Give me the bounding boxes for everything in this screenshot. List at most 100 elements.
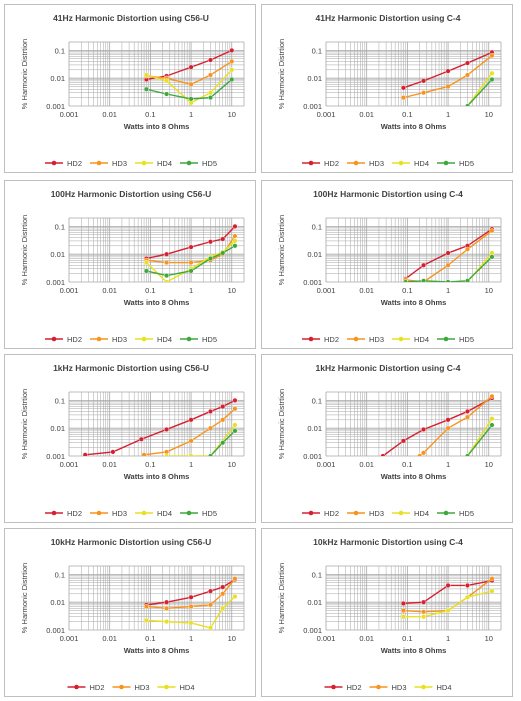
data-point-hd4 [445, 608, 451, 614]
legend-swatch-marker [308, 510, 314, 516]
series-group [400, 49, 495, 106]
x-tick-label: 1 [446, 460, 450, 469]
chart-panel: 10kHz Harmonic Distortion using C-4 0.001… [261, 528, 513, 697]
legend-swatch-marker [51, 160, 57, 166]
data-point-hd2 [207, 408, 213, 414]
data-point-hd3 [445, 262, 451, 268]
x-tick-label: 10 [228, 634, 236, 643]
chart-title: 1kHz Harmonic Distortion using C56-U [53, 363, 209, 373]
data-point-hd3 [489, 53, 495, 59]
data-point-hd2 [229, 47, 235, 53]
grid-lines [325, 217, 502, 283]
legend-swatch-marker [186, 510, 192, 516]
legend-swatch-marker [141, 336, 147, 342]
x-tick-label: 1 [189, 634, 193, 643]
data-point-hd4 [464, 594, 470, 600]
x-tick-label: 1 [189, 286, 193, 295]
legend-item-hd2: HD2 [302, 335, 339, 344]
y-axis-label: % Harmonic Distrtion [20, 39, 29, 109]
grid-lines [68, 391, 245, 457]
legend-item-hd3: HD3 [347, 509, 384, 518]
legend-item-hd5: HD5 [180, 159, 217, 168]
y-axis-label: % Harmonic Distrtion [277, 563, 286, 633]
y-tick-label: 0.01 [307, 424, 322, 433]
data-point-hd2 [110, 449, 116, 455]
data-point-hd5 [464, 278, 470, 282]
data-point-hd4 [229, 67, 235, 73]
legend-swatch-marker [96, 510, 102, 516]
legend-item-hd3: HD3 [347, 159, 384, 168]
legend-label: HD3 [135, 683, 150, 692]
y-tick-label: 0.1 [55, 570, 65, 579]
data-point-hd3 [232, 406, 238, 412]
y-tick-label: 0.01 [50, 598, 65, 607]
y-tick-label: 0.1 [312, 46, 322, 55]
legend-item-hd4: HD4 [392, 509, 429, 518]
data-point-hd2 [400, 85, 406, 91]
data-point-hd2 [421, 426, 427, 432]
chart-title: 41Hz Harmonic Distortion using C-4 [316, 13, 461, 23]
legend-label: HD3 [112, 509, 127, 518]
data-point-hd3 [445, 84, 451, 90]
chart-svg: 10kHz Harmonic Distortion using C56-U 0.0… [20, 537, 245, 692]
y-tick-label: 0.1 [55, 46, 65, 55]
x-tick-label: 0.1 [145, 286, 155, 295]
x-tick-label: 0.1 [402, 110, 412, 119]
x-tick-label: 0.001 [317, 460, 336, 469]
legend-label: HD3 [369, 159, 384, 168]
y-tick-label: 0.1 [55, 396, 65, 405]
chart-title: 1kHz Harmonic Distortion using C-4 [316, 363, 461, 373]
x-axis-label: Watts into 8 Ohms [381, 472, 447, 481]
series-line-hd2 [382, 397, 493, 456]
legend-label: HD2 [67, 335, 82, 344]
legend-item-hd5: HD5 [180, 509, 217, 518]
data-point-hd3 [207, 425, 213, 431]
y-tick-label: 0.1 [312, 222, 322, 231]
x-tick-label: 10 [228, 460, 236, 469]
x-axis-label: Watts into 8 Ohms [124, 298, 190, 307]
x-tick-label: 0.1 [402, 634, 412, 643]
legend-swatch-marker [141, 160, 147, 166]
chart-panel: 41Hz Harmonic Distortion using C56-U 0.00… [4, 4, 256, 173]
data-point-hd5 [207, 255, 213, 261]
legend-label: HD4 [437, 683, 452, 692]
legend-swatch-marker [398, 160, 404, 166]
x-tick-label: 1 [446, 634, 450, 643]
data-point-hd4 [188, 620, 194, 626]
legend-label: HD3 [392, 683, 407, 692]
legend-item-hd4: HD4 [392, 159, 429, 168]
data-point-hd3 [400, 95, 406, 101]
legend-label: HD4 [157, 509, 172, 518]
x-axis-label: Watts into 8 Ohms [124, 472, 190, 481]
legend-item-hd5: HD5 [437, 509, 474, 518]
series-line-hd3 [143, 408, 236, 456]
data-point-hd4 [220, 605, 226, 611]
chart-panel: 100Hz Harmonic Distortion using C56-U 0.0… [4, 180, 256, 349]
y-tick-label: 0.01 [307, 250, 322, 259]
y-tick-label: 0.1 [55, 222, 65, 231]
legend-label: HD4 [180, 683, 195, 692]
legend-swatch-marker [164, 684, 169, 690]
y-tick-label: 0.001 [46, 626, 65, 635]
legend-item-hd3: HD3 [90, 509, 127, 518]
x-tick-label: 0.01 [359, 286, 374, 295]
legend-swatch-marker [186, 336, 192, 342]
legend-item-hd2: HD2 [324, 683, 362, 692]
data-point-hd2 [220, 404, 226, 410]
data-point-hd2 [464, 582, 470, 588]
x-tick-label: 10 [485, 460, 493, 469]
data-point-hd3 [489, 228, 495, 234]
series-group [380, 393, 495, 456]
data-point-hd2 [220, 584, 226, 590]
data-point-hd4 [489, 416, 495, 422]
data-point-hd3 [229, 58, 235, 64]
x-tick-label: 0.001 [317, 286, 336, 295]
grid-lines [325, 565, 502, 631]
legend-item-hd2: HD2 [45, 509, 82, 518]
legend-label: HD2 [67, 509, 82, 518]
data-point-hd5 [164, 91, 170, 97]
legend-label: HD4 [157, 335, 172, 344]
chart-svg: 1kHz Harmonic Distortion using C-4 0.001 0… [277, 363, 502, 518]
legend-item-hd2: HD2 [45, 159, 82, 168]
x-tick-label: 1 [189, 110, 193, 119]
